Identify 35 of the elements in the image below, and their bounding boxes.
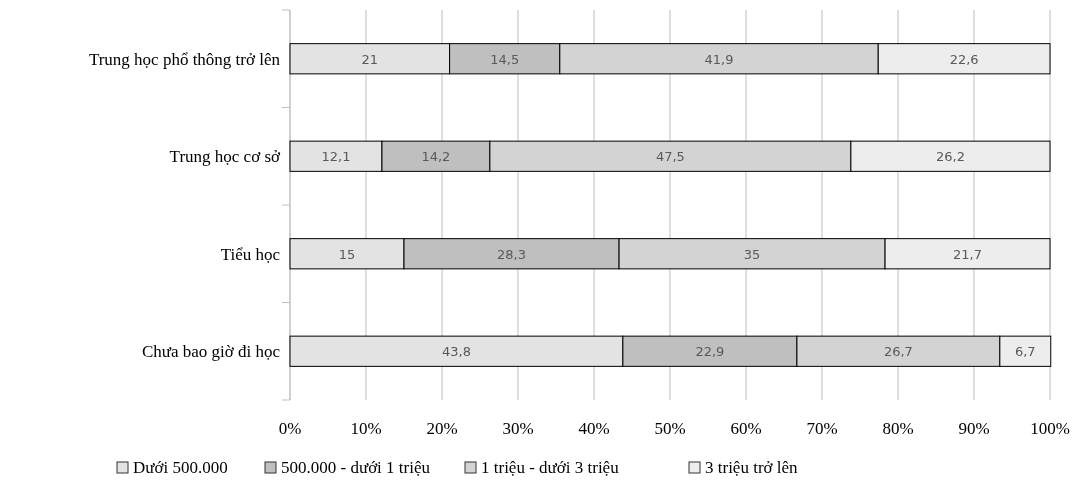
- legend-label: 3 triệu trở lên: [705, 458, 799, 477]
- data-label: 6,7: [1014, 344, 1036, 360]
- data-label: 28,3: [497, 246, 527, 262]
- y-tick-label: Chưa bao giờ đi học: [141, 342, 281, 362]
- x-tick-label: 10%: [350, 419, 382, 438]
- data-label: 21,7: [953, 246, 983, 262]
- x-tick-label: 50%: [654, 419, 686, 438]
- legend-label: Dưới 500.000: [133, 458, 228, 477]
- data-label: 43,8: [441, 344, 471, 360]
- data-label: 22,9: [695, 344, 725, 360]
- data-label: 21: [361, 51, 379, 67]
- data-label: 47,5: [655, 149, 685, 165]
- y-tick-label: Tiểu học: [220, 244, 281, 264]
- data-label: 12,1: [321, 149, 351, 165]
- data-label: 14,5: [490, 51, 520, 67]
- y-tick-label: Trung học phổ thông trở lên: [88, 49, 281, 69]
- x-tick-label: 40%: [578, 419, 610, 438]
- data-label: 14,2: [421, 149, 451, 165]
- data-label: 15: [338, 246, 356, 262]
- legend-label: 1 triệu - dưới 3 triệu: [481, 458, 620, 477]
- data-label: 22,6: [949, 51, 979, 67]
- data-label: 41,9: [704, 51, 734, 67]
- x-tick-label: 80%: [882, 419, 914, 438]
- x-tick-label: 30%: [502, 419, 534, 438]
- x-tick-label: 90%: [958, 419, 990, 438]
- y-tick-label: Trung học cơ sở: [169, 147, 281, 167]
- data-label: 35: [743, 246, 761, 262]
- x-tick-label: 20%: [426, 419, 458, 438]
- x-tick-label: 70%: [806, 419, 838, 438]
- x-tick-label: 100%: [1030, 419, 1070, 438]
- x-tick-label: 0%: [278, 419, 302, 438]
- data-label: 26,7: [883, 344, 913, 360]
- x-tick-label: 60%: [730, 419, 762, 438]
- data-label: 26,2: [935, 149, 965, 165]
- legend-label: 500.000 - dưới 1 triệu: [281, 458, 431, 477]
